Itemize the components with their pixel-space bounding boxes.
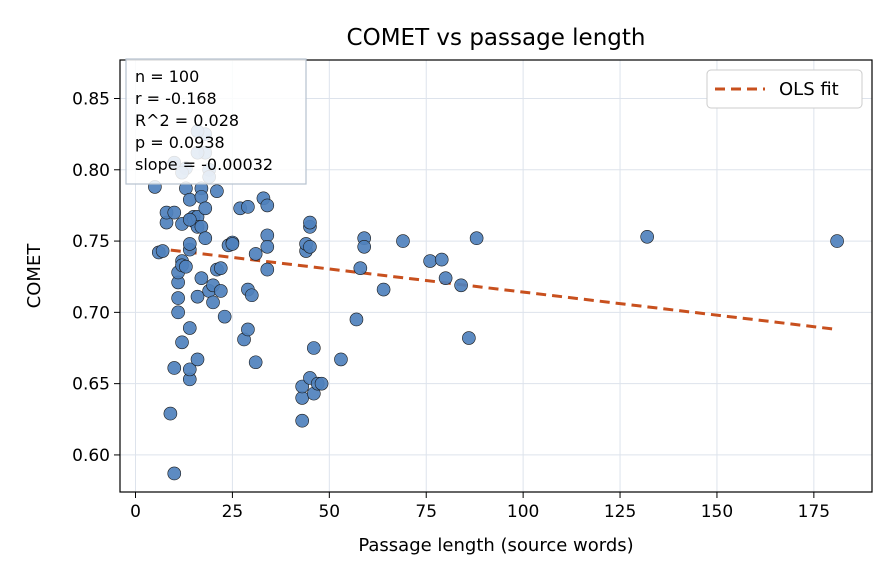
x-tick-label: 175 bbox=[798, 502, 830, 522]
data-point bbox=[830, 234, 844, 248]
data-point bbox=[423, 254, 437, 268]
x-tick-label: 0 bbox=[130, 502, 141, 522]
stats-box: n = 100 r = -0.168 R^2 = 0.028 p = 0.093… bbox=[125, 58, 307, 185]
data-point bbox=[303, 215, 317, 230]
data-point bbox=[198, 231, 213, 246]
data-point bbox=[434, 252, 449, 267]
stat-r-squared: R^2 = 0.028 bbox=[135, 111, 239, 130]
data-point bbox=[260, 228, 275, 243]
data-point bbox=[303, 239, 317, 254]
data-point bbox=[167, 205, 182, 220]
data-point bbox=[171, 291, 185, 305]
ols-fit-line bbox=[154, 246, 838, 331]
stats-box-frame bbox=[125, 58, 307, 185]
x-tick-label: 50 bbox=[318, 502, 340, 522]
data-point bbox=[396, 234, 410, 248]
data-point bbox=[213, 261, 228, 275]
data-point bbox=[454, 278, 468, 293]
data-point bbox=[307, 341, 321, 355]
data-point bbox=[206, 295, 220, 310]
data-point bbox=[194, 220, 209, 234]
data-point bbox=[182, 237, 197, 251]
data-point bbox=[295, 379, 309, 394]
stat-r: r = -0.168 bbox=[135, 89, 217, 108]
data-point bbox=[349, 312, 364, 327]
fit-line-group bbox=[154, 246, 838, 331]
data-point bbox=[260, 262, 275, 277]
y-tick-label: 0.80 bbox=[72, 161, 110, 181]
data-point bbox=[167, 466, 182, 481]
x-tick-label: 75 bbox=[415, 502, 437, 522]
data-point bbox=[295, 413, 309, 428]
data-point bbox=[469, 231, 484, 246]
y-tick-label: 0.65 bbox=[72, 375, 110, 395]
data-point bbox=[190, 289, 205, 304]
data-point bbox=[175, 335, 189, 350]
data-point bbox=[163, 406, 178, 421]
data-point bbox=[167, 361, 182, 375]
data-point bbox=[260, 198, 275, 213]
axis-ticks: 0 25 50 75 100 125 150 175 0.60 0.65 0.70 0.75 0.80 0… bbox=[72, 89, 830, 522]
data-point bbox=[438, 271, 453, 285]
data-point bbox=[182, 212, 197, 227]
data-point bbox=[182, 192, 197, 207]
data-point bbox=[248, 247, 263, 261]
x-tick-label: 150 bbox=[701, 502, 733, 522]
stat-p-value: p = 0.0938 bbox=[135, 133, 225, 152]
y-tick-label: 0.75 bbox=[72, 232, 110, 252]
data-point bbox=[194, 190, 209, 204]
x-tick-label: 25 bbox=[222, 502, 244, 522]
data-point bbox=[241, 200, 255, 214]
data-point bbox=[179, 259, 193, 274]
x-axis-label: Passage length (source words) bbox=[358, 535, 633, 556]
x-tick-label: 125 bbox=[604, 502, 636, 522]
y-tick-label: 0.85 bbox=[72, 89, 110, 109]
data-point bbox=[171, 305, 185, 320]
stat-slope: slope = -0.00032 bbox=[135, 155, 273, 174]
legend-label-ols-fit: OLS fit bbox=[779, 79, 839, 100]
x-tick-label: 100 bbox=[507, 502, 539, 522]
data-point bbox=[194, 271, 209, 285]
y-tick-label: 0.60 bbox=[72, 446, 110, 466]
data-point bbox=[462, 331, 476, 345]
data-point bbox=[357, 239, 372, 254]
data-point bbox=[295, 391, 309, 405]
data-point bbox=[182, 362, 197, 377]
y-tick-label: 0.70 bbox=[72, 303, 110, 323]
data-point bbox=[198, 201, 213, 216]
chart-title: COMET vs passage length bbox=[347, 25, 646, 51]
data-point bbox=[182, 321, 197, 335]
stat-n: n = 100 bbox=[135, 67, 199, 86]
data-point bbox=[353, 261, 368, 275]
data-point bbox=[213, 284, 228, 298]
data-point bbox=[314, 376, 329, 391]
y-axis-label: COMET bbox=[24, 243, 45, 309]
data-point bbox=[155, 244, 170, 258]
data-point bbox=[210, 184, 224, 198]
data-point bbox=[334, 352, 348, 367]
plot-frame bbox=[119, 59, 873, 493]
data-point bbox=[190, 352, 205, 367]
data-point bbox=[640, 229, 654, 244]
data-point bbox=[217, 309, 232, 324]
data-point bbox=[241, 322, 255, 337]
legend-frame bbox=[706, 69, 863, 109]
data-point bbox=[248, 355, 263, 370]
legend: OLS fit bbox=[706, 69, 863, 109]
data-point bbox=[376, 282, 391, 297]
data-point bbox=[244, 288, 259, 303]
data-point bbox=[225, 237, 240, 251]
data-point bbox=[260, 239, 275, 254]
